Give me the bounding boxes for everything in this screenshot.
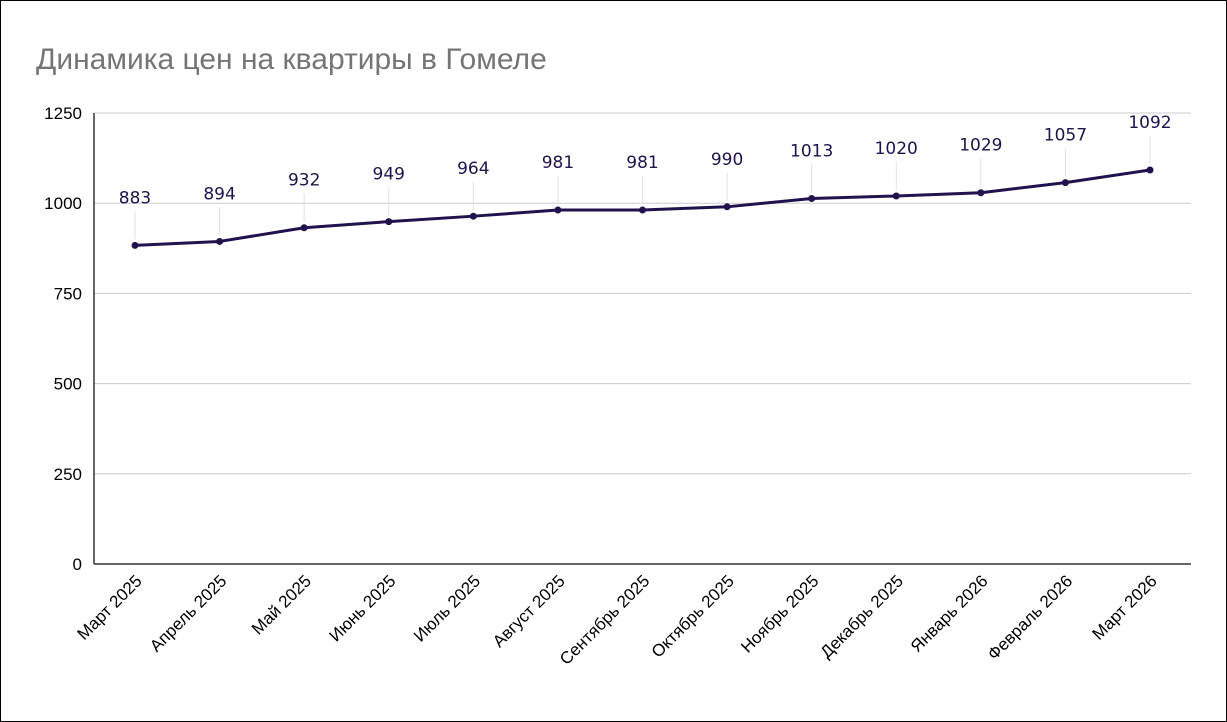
data-point <box>300 224 308 232</box>
data-label: 932 <box>288 171 320 191</box>
y-tick-label: 750 <box>54 284 82 303</box>
data-label: 1020 <box>875 139 918 159</box>
data-point <box>1061 179 1069 187</box>
data-label: 1057 <box>1044 126 1087 146</box>
x-tick-label: Октябрь 2025 <box>648 571 738 661</box>
data-point <box>1146 166 1154 174</box>
y-tick-label: 0 <box>73 555 82 574</box>
x-tick-label: Август 2025 <box>489 571 569 651</box>
data-label: 949 <box>373 165 405 185</box>
x-tick-label: Январь 2026 <box>907 571 992 656</box>
data-point <box>469 212 477 220</box>
data-label: 883 <box>119 188 151 208</box>
x-tick-label: Март 2026 <box>1089 571 1161 643</box>
y-tick-label: 1000 <box>44 194 82 213</box>
y-tick-label: 1250 <box>44 104 82 123</box>
x-tick-label: Июль 2025 <box>410 571 484 645</box>
x-tick-label: Февраль 2026 <box>984 571 1076 663</box>
x-tick-label: Декабрь 2025 <box>817 571 907 661</box>
data-point <box>639 206 646 214</box>
y-tick-label: 500 <box>54 375 82 394</box>
x-tick-label: Март 2025 <box>74 571 146 643</box>
data-point <box>977 189 985 197</box>
data-label: 964 <box>457 159 489 179</box>
data-point <box>216 237 224 245</box>
x-tick-label: Сентябрь 2025 <box>556 571 653 668</box>
chart-title: Динамика цен на квартиры в Гомеле <box>36 43 547 76</box>
data-label: 894 <box>203 184 235 204</box>
data-point <box>808 195 816 203</box>
data-label: 990 <box>711 150 743 170</box>
y-tick-label: 250 <box>54 465 82 484</box>
data-label: 1092 <box>1128 113 1171 133</box>
data-point <box>385 218 393 226</box>
data-label: 981 <box>626 153 658 173</box>
x-tick-label: Ноябрь 2025 <box>737 571 822 656</box>
data-point <box>131 241 139 249</box>
data-label: 981 <box>542 153 574 173</box>
x-tick-label: Май 2025 <box>248 571 315 638</box>
data-label: 1013 <box>790 142 833 162</box>
data-point <box>723 203 731 211</box>
x-tick-label: Апрель 2025 <box>146 571 230 655</box>
data-point <box>554 206 562 214</box>
data-label: 1029 <box>959 136 1002 156</box>
data-point <box>892 192 900 200</box>
x-tick-label: Июнь 2025 <box>325 571 399 645</box>
